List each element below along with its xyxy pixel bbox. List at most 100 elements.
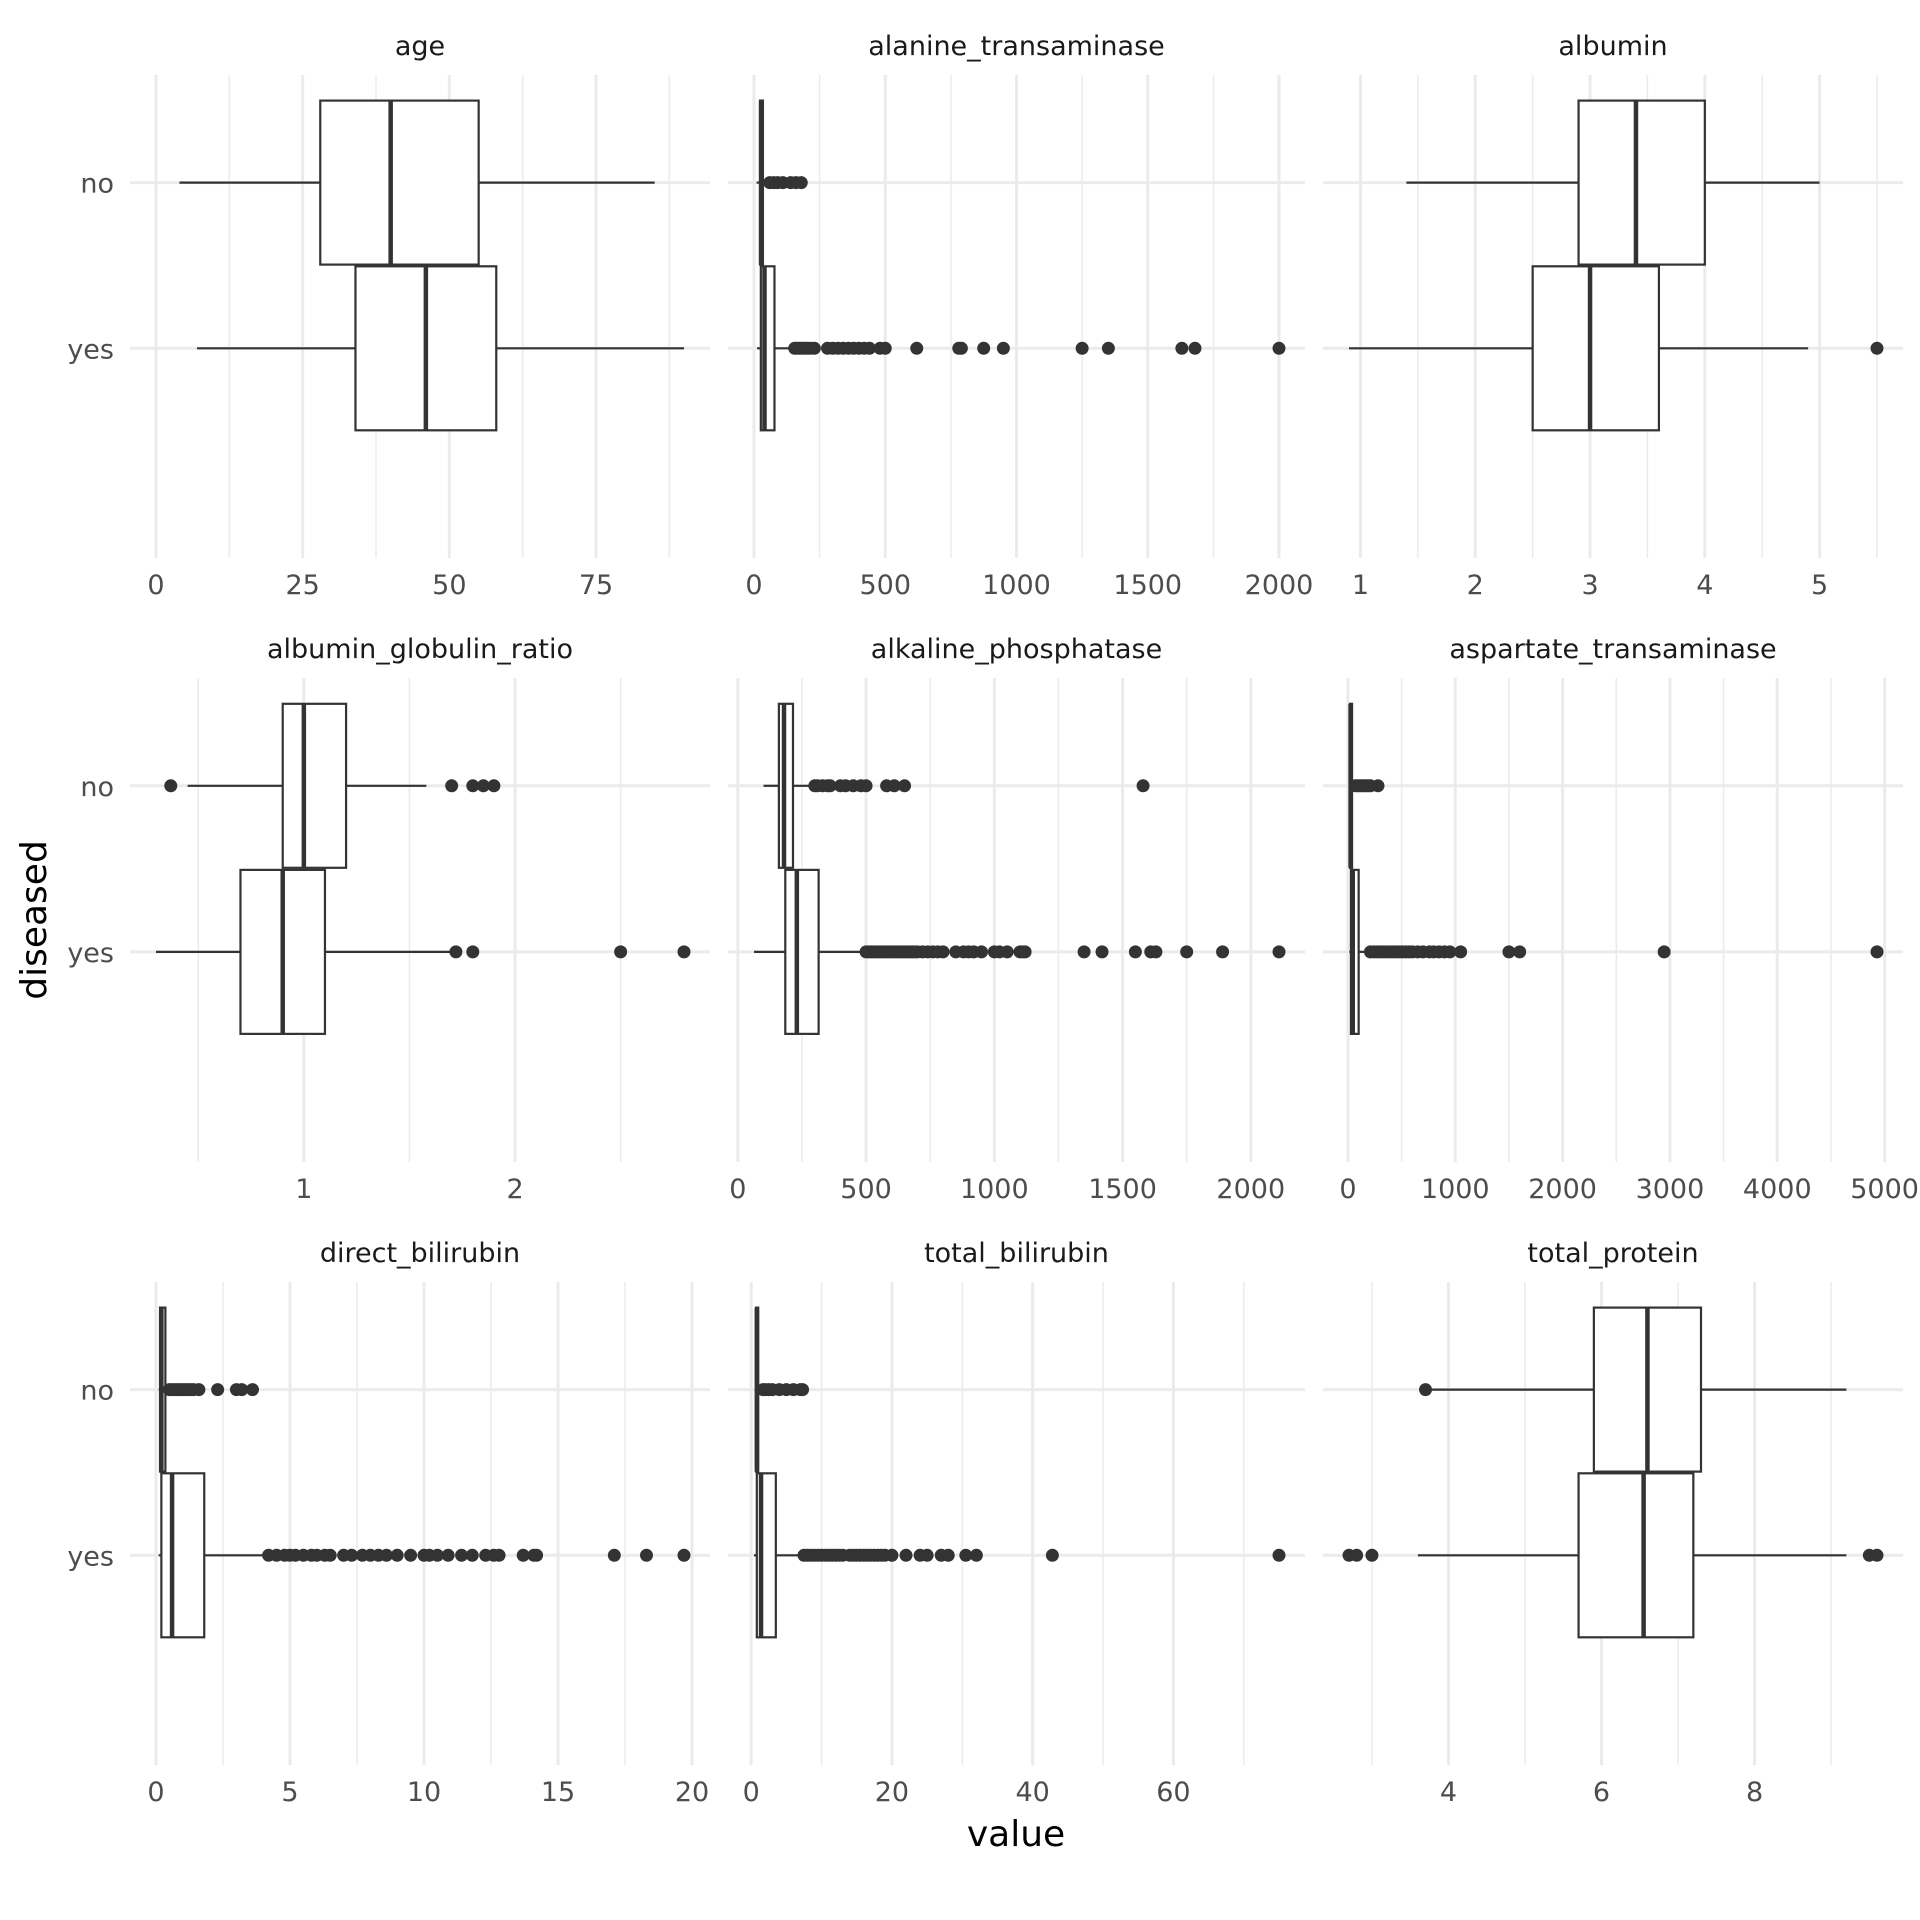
- box-no: [756, 99, 808, 266]
- outlier-point: [614, 945, 628, 959]
- panel-alkaline-phosphatase: 0 500 1000 1500 2000 alkaline_phosphatase: [728, 634, 1305, 1205]
- outlier-point: [1513, 945, 1527, 959]
- x-tick-label: 3: [1581, 570, 1598, 601]
- outlier-point: [936, 945, 950, 959]
- panel-age: 0 25 50 75 age no yes: [67, 31, 710, 601]
- x-tick-label: 1500: [1088, 1174, 1157, 1205]
- box-no: [179, 99, 655, 266]
- y-tick-label-no: no: [80, 1376, 114, 1407]
- y-tick-label-no: no: [80, 169, 114, 200]
- y-tick-label-yes: yes: [67, 938, 114, 969]
- x-tick-label: 500: [840, 1174, 892, 1205]
- x-tick-label: 1000: [960, 1174, 1029, 1205]
- panel-title: albumin: [1558, 31, 1667, 62]
- outlier-point: [1018, 945, 1032, 959]
- outlier-point: [245, 1383, 259, 1397]
- panel-title: total_bilirubin: [924, 1238, 1109, 1269]
- x-tick-label: 0: [1339, 1174, 1356, 1205]
- box-no: [1419, 1306, 1847, 1473]
- outlier-point: [235, 1383, 249, 1397]
- box-iqr: [784, 868, 820, 1035]
- x-tick-label: 2: [1467, 570, 1484, 601]
- outlier-point: [796, 1383, 810, 1397]
- x-tick-label: 20: [875, 1777, 909, 1808]
- x-tick-label: 40: [1016, 1777, 1050, 1808]
- box-no: [164, 702, 501, 869]
- x-tick-label: 5000: [1850, 1174, 1919, 1205]
- outlier-point: [1095, 945, 1109, 959]
- outlier-point: [910, 341, 924, 355]
- x-tick-label: 20: [675, 1777, 709, 1808]
- outlier-point: [959, 1548, 973, 1562]
- outlier-point: [898, 779, 912, 793]
- panel-title: albumin_globulin_ratio: [267, 634, 573, 665]
- box-no: [158, 1306, 259, 1473]
- outlier-point: [1045, 1548, 1059, 1562]
- outlier-point: [794, 176, 808, 190]
- outlier-point: [323, 1548, 337, 1562]
- outlier-point: [1077, 945, 1091, 959]
- panel-aspartate-transaminase: 0 1000 2000 3000 4000 5000 aspartate_transamin…: [1323, 634, 1919, 1205]
- outlier-point: [1870, 945, 1884, 959]
- panel-title: age: [395, 31, 445, 62]
- outlier-point: [192, 1383, 206, 1397]
- outlier-point: [379, 1548, 393, 1562]
- outlier-point: [1075, 341, 1089, 355]
- outlier-point: [977, 341, 991, 355]
- panel-title: alkaline_phosphatase: [871, 634, 1162, 665]
- outlier-point: [996, 341, 1010, 355]
- outlier-point: [1443, 945, 1457, 959]
- outlier-point: [1371, 779, 1385, 793]
- outlier-point: [445, 779, 459, 793]
- outlier-point: [1350, 1548, 1364, 1562]
- x-tick-label: 4: [1696, 570, 1713, 601]
- x-tick-label: 4: [1440, 1777, 1457, 1808]
- outlier-point: [1870, 341, 1884, 355]
- outlier-point: [1502, 945, 1516, 959]
- box-iqr: [1577, 99, 1706, 266]
- box-yes: [1349, 265, 1884, 432]
- outlier-point: [1272, 945, 1286, 959]
- x-tick-label: 5: [1811, 570, 1828, 601]
- outlier-point: [441, 1548, 455, 1562]
- x-tick-label: 1000: [1421, 1174, 1490, 1205]
- outlier-point: [954, 341, 968, 355]
- x-tick-label: 0: [743, 1777, 760, 1808]
- panel-title: direct_bilirubin: [320, 1238, 520, 1269]
- outlier-point: [1454, 945, 1468, 959]
- outlier-point: [1180, 945, 1194, 959]
- x-tick-label: 1: [295, 1174, 312, 1205]
- x-axis-title: value: [967, 1814, 1065, 1855]
- outlier-point: [878, 341, 892, 355]
- box-yes: [156, 868, 691, 1035]
- outlier-point: [1365, 1548, 1379, 1562]
- outlier-point: [466, 779, 480, 793]
- outlier-point: [899, 1548, 913, 1562]
- outlier-point: [677, 945, 691, 959]
- panel-title: total_protein: [1527, 1238, 1698, 1269]
- x-tick-label: 25: [285, 570, 319, 601]
- outlier-point: [1136, 779, 1150, 793]
- x-tick-label: 75: [579, 570, 613, 601]
- x-tick-label: 0: [147, 570, 164, 601]
- x-tick-label: 0: [729, 1174, 746, 1205]
- outlier-point: [1128, 945, 1142, 959]
- outlier-point: [823, 779, 837, 793]
- panel-total-protein: 4 6 8 total_protein: [1323, 1238, 1903, 1808]
- x-tick-label: 0: [745, 570, 762, 601]
- outlier-point: [404, 1548, 418, 1562]
- y-tick-label-no: no: [80, 772, 114, 803]
- x-tick-label: 5: [281, 1777, 298, 1808]
- x-tick-label: 2000: [1528, 1174, 1597, 1205]
- box-iqr: [1577, 1472, 1695, 1639]
- x-tick-label: 50: [432, 570, 466, 601]
- outlier-point: [887, 779, 901, 793]
- x-tick-label: 10: [407, 1777, 441, 1808]
- outlier-point: [492, 1548, 506, 1562]
- outlier-point: [1272, 1548, 1286, 1562]
- outlier-point: [677, 1548, 691, 1562]
- outlier-point: [455, 1548, 469, 1562]
